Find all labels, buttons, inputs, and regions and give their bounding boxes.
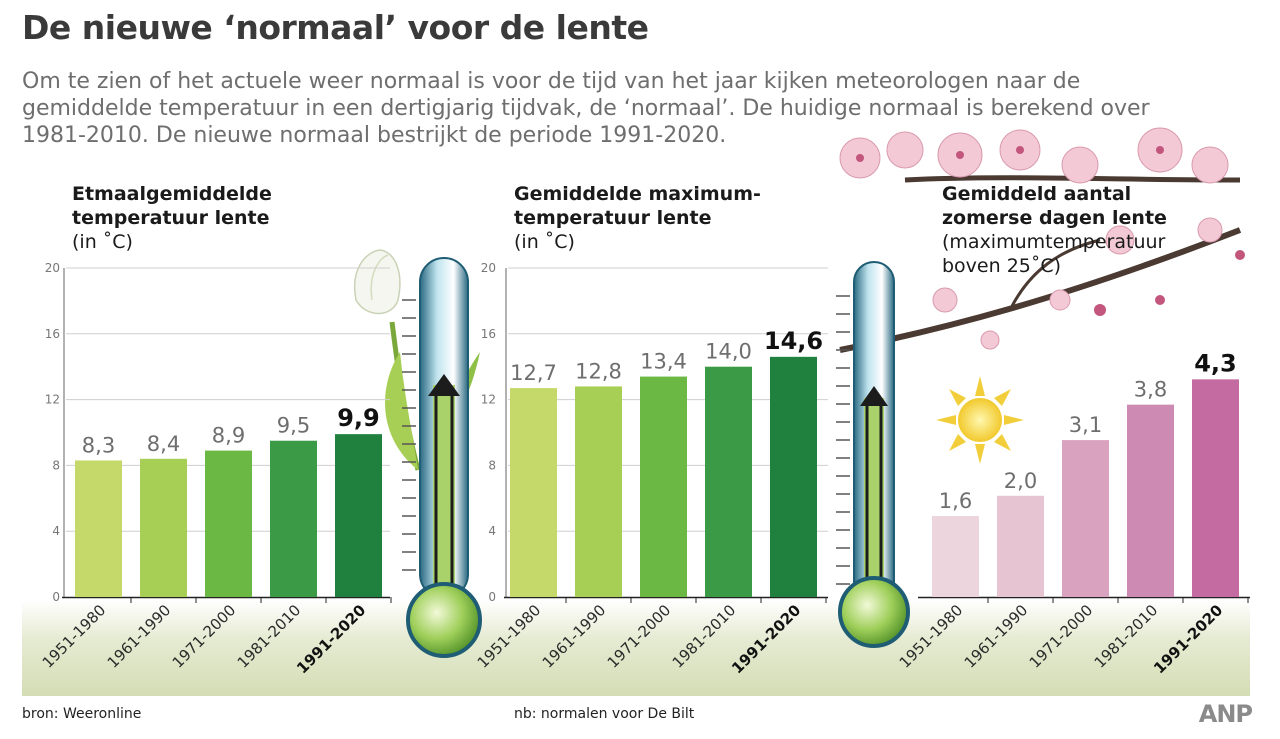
data-label: 8,3 (82, 433, 115, 457)
bar (1127, 404, 1174, 597)
x-tick-label: 1971-2000 (1026, 601, 1097, 672)
bar (705, 366, 752, 597)
bar (510, 388, 557, 597)
data-label: 8,4 (147, 432, 180, 456)
y-tick-label: 8 (52, 458, 60, 472)
data-label: 8,9 (212, 424, 245, 448)
y-tick-label: 12 (481, 393, 496, 407)
chart-title-line: Gemiddeld aantal (942, 183, 1132, 205)
chart-title: Etmaalgemiddelde temperatuur lente (in ˚… (72, 182, 272, 254)
data-label: 13,4 (640, 350, 687, 374)
chart-title-line: temperatuur lente (72, 207, 270, 229)
source-note: bron: Weeronline (22, 706, 142, 722)
bar (640, 376, 687, 597)
chart-title-line: Gemiddelde maximum- (514, 183, 761, 205)
bar (575, 386, 622, 597)
chart-subtitle: boven 25˚C) (942, 255, 1062, 277)
bar (335, 434, 382, 597)
data-label: 14,6 (764, 327, 823, 355)
x-tick-label: 1951-1980 (896, 601, 967, 672)
data-label: 3,1 (1069, 413, 1102, 437)
x-tick-label: 1961-1990 (961, 601, 1032, 672)
chart-subtitle: (in ˚C) (514, 231, 575, 253)
y-tick-label: 20 (45, 261, 60, 275)
chart-title-line: temperatuur lente (514, 207, 712, 229)
bar (1192, 379, 1239, 597)
chart-subtitle: (in ˚C) (72, 231, 133, 253)
data-label: 9,9 (337, 404, 380, 432)
x-tick-label: 1981-2010 (1091, 601, 1162, 672)
chart-subtitle: (maximumtemperatuur (942, 231, 1166, 253)
bar (270, 440, 317, 597)
y-tick-label: 16 (481, 327, 496, 341)
chart-title-line: Etmaalgemiddelde (72, 183, 272, 205)
y-tick-label: 4 (52, 524, 60, 538)
anp-logo: ANP (1198, 700, 1253, 728)
y-tick-label: 16 (45, 327, 60, 341)
y-tick-label: 8 (488, 458, 496, 472)
bar (770, 356, 817, 597)
y-tick-label: 12 (45, 393, 60, 407)
bar (140, 458, 187, 597)
chart-title: Gemiddeld aantal zomerse dagen lente (ma… (942, 182, 1167, 278)
data-label: 14,0 (705, 340, 752, 364)
data-label: 3,8 (1134, 378, 1167, 402)
y-tick-label: 0 (488, 590, 496, 604)
bar (205, 450, 252, 597)
data-label: 2,0 (1004, 469, 1037, 493)
ground-gradient (22, 600, 1250, 696)
x-tick-label: 1991-2020 (1150, 601, 1226, 677)
bar (932, 516, 979, 597)
y-tick-label: 20 (481, 261, 496, 275)
data-label: 9,5 (277, 414, 310, 438)
footnote: nb: normalen voor De Bilt (514, 706, 695, 722)
data-label: 12,7 (510, 361, 557, 385)
y-tick-label: 4 (488, 524, 496, 538)
bar (1062, 440, 1109, 597)
bar (75, 460, 122, 597)
data-label: 4,3 (1194, 349, 1237, 377)
page-title: De nieuwe ‘normaal’ voor de lente (22, 8, 649, 47)
data-label: 12,8 (575, 359, 622, 383)
chart-title: Gemiddelde maximum- temperatuur lente (i… (514, 182, 761, 254)
chart-title-line: zomerse dagen lente (942, 207, 1167, 229)
y-tick-label: 0 (52, 590, 60, 604)
bar (997, 495, 1044, 597)
data-label: 1,6 (939, 489, 972, 513)
intro-text: Om te zien of het actuele weer normaal i… (22, 69, 1150, 148)
